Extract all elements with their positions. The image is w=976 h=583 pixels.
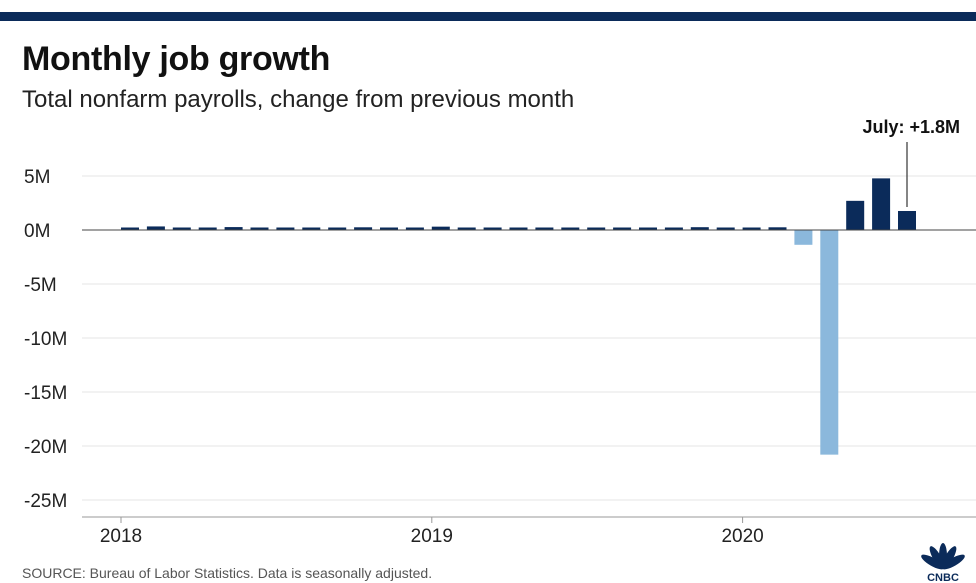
bar-2019-11 xyxy=(690,227,709,230)
bar-2019-04 xyxy=(509,227,528,230)
bar-2019-02 xyxy=(457,227,476,230)
bar-2018-01 xyxy=(121,227,139,230)
bar-2020-02 xyxy=(768,227,787,230)
y-tick-label: -20M xyxy=(24,437,67,458)
bar-2018-08 xyxy=(302,227,321,230)
x-tick-label: 2018 xyxy=(100,526,142,547)
annotation-label: July: +1.8M xyxy=(862,117,960,137)
bar-2020-06 xyxy=(872,178,891,230)
bar-2020-01 xyxy=(742,227,761,230)
y-tick-label: -15M xyxy=(24,383,67,404)
bar-2020-07 xyxy=(898,210,916,230)
bar-2018-05 xyxy=(224,227,243,230)
bar-2020-03 xyxy=(794,230,813,245)
bar-2019-06 xyxy=(561,227,580,230)
x-tick-label: 2019 xyxy=(411,526,453,547)
logo-text: CNBC xyxy=(927,572,959,583)
bar-2018-04 xyxy=(198,227,217,230)
bar-2018-12 xyxy=(405,227,424,230)
bar-2018-07 xyxy=(276,227,295,230)
chart-subtitle: Total nonfarm payrolls, change from prev… xyxy=(22,86,575,113)
bar-2019-05 xyxy=(535,227,554,230)
y-tick-label: 0M xyxy=(24,221,50,242)
bar-2020-05 xyxy=(846,200,865,230)
cnbc-peacock-icon: CNBC xyxy=(921,543,965,583)
bar-2019-03 xyxy=(483,227,502,230)
bar-2018-09 xyxy=(328,227,347,230)
bar-2019-09 xyxy=(639,227,657,230)
y-tick-label: -5M xyxy=(24,275,57,296)
y-tick-label: -25M xyxy=(24,491,67,512)
bar-2018-11 xyxy=(380,227,398,230)
bar-2018-02 xyxy=(146,226,165,230)
bar-2018-10 xyxy=(354,227,373,230)
top-accent-bar xyxy=(0,12,976,21)
x-tick-label: 2020 xyxy=(721,526,763,547)
bar-2019-10 xyxy=(664,227,683,230)
bar-2019-08 xyxy=(613,227,632,230)
bar-2019-12 xyxy=(716,227,735,230)
bar-2019-01 xyxy=(431,226,450,230)
chart-title: Monthly job growth xyxy=(22,40,331,78)
y-tick-label: 5M xyxy=(24,167,50,188)
y-tick-label: -10M xyxy=(24,329,67,350)
bar-2018-03 xyxy=(172,227,191,230)
source-note: SOURCE: Bureau of Labor Statistics. Data… xyxy=(22,565,433,581)
bar-2018-06 xyxy=(250,227,269,230)
bar-2019-07 xyxy=(587,227,606,230)
bar-2020-04 xyxy=(820,230,839,455)
